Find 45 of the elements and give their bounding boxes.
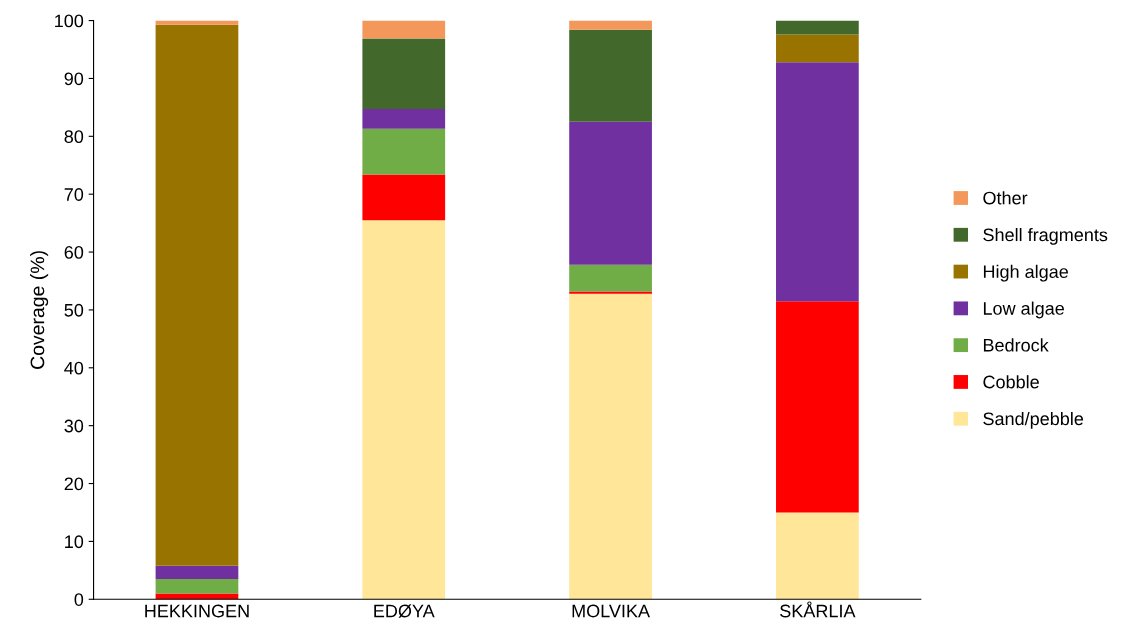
bar xyxy=(155,24,239,566)
y-axis-title: Coverage (%) xyxy=(30,251,49,369)
x-tick-label: EDØYA xyxy=(374,604,435,618)
legend-label: Low algae xyxy=(983,301,1064,319)
legend-label: High algae xyxy=(983,264,1068,282)
y-tick-label: 20 xyxy=(64,477,84,491)
y-tick-label: 40 xyxy=(64,361,84,375)
legend-label: Sand/pebble xyxy=(983,411,1084,429)
bar xyxy=(362,38,446,110)
x-tick-label: SKÅRLIA xyxy=(780,601,856,618)
legend-label: Shell fragments xyxy=(983,227,1108,245)
x-tick-label: MOLVIKA xyxy=(572,604,651,618)
bar xyxy=(362,220,446,600)
y-tick-label: 100 xyxy=(55,14,84,28)
y-tick-label: 70 xyxy=(64,188,84,201)
legend-label: Bedrock xyxy=(983,338,1049,352)
bar xyxy=(776,34,859,63)
bar xyxy=(155,20,239,25)
bar xyxy=(569,121,652,265)
bar xyxy=(776,301,859,513)
bar xyxy=(776,20,859,35)
bar xyxy=(569,293,652,600)
bar xyxy=(362,20,446,39)
bar xyxy=(362,174,446,221)
bar xyxy=(776,62,859,302)
legend-label: Cobble xyxy=(983,375,1039,389)
y-tick-label: 30 xyxy=(64,419,84,433)
bar xyxy=(362,128,446,175)
y-tick-label: 80 xyxy=(64,130,84,144)
bar xyxy=(569,264,652,292)
bar xyxy=(362,109,446,129)
legend-label: Other xyxy=(983,191,1028,205)
y-tick-label: 0 xyxy=(74,593,84,606)
y-tick-label: 60 xyxy=(64,245,84,259)
bar xyxy=(155,579,239,594)
y-tick-label: 90 xyxy=(64,72,84,86)
bar xyxy=(155,593,239,600)
bar xyxy=(569,29,652,122)
bar xyxy=(155,565,239,580)
y-tick-label: 50 xyxy=(64,303,84,317)
x-tick-label: HEKKINGEN xyxy=(145,604,249,618)
bar xyxy=(569,20,652,30)
bar xyxy=(776,512,859,600)
bar xyxy=(569,291,652,294)
y-tick-label: 10 xyxy=(65,535,84,549)
